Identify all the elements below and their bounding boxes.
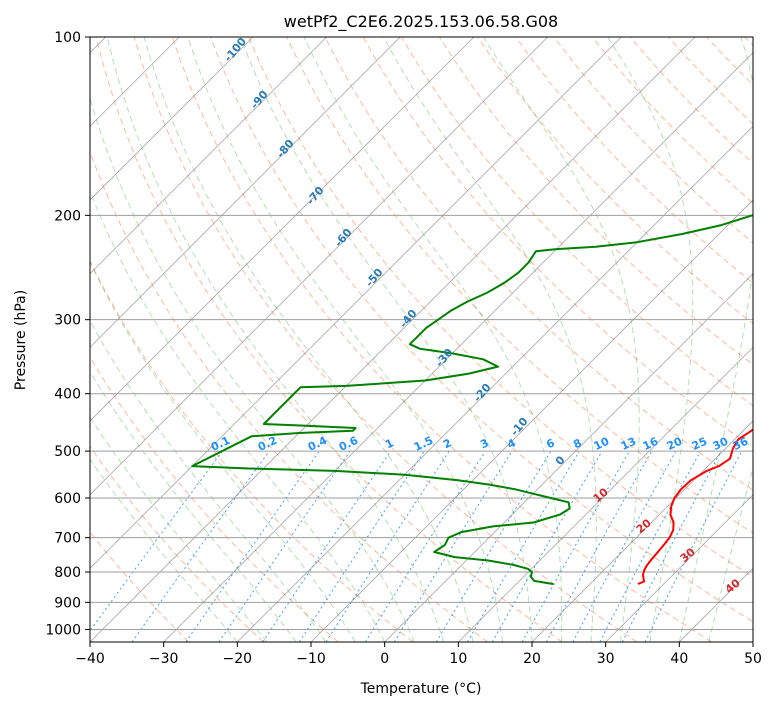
isotherm-line — [163, 52, 753, 642]
y-tick-label: 1000 — [45, 622, 81, 638]
mixing-ratio-line — [393, 450, 513, 642]
mixing-ratio-line — [644, 450, 743, 642]
mixing-ratio-label: 20 — [665, 435, 685, 453]
mixing-ratio-label: 30 — [711, 435, 731, 453]
dry-adiabat-line — [133, 37, 638, 642]
y-tick-label: 300 — [54, 313, 81, 329]
pressure-gridlines — [90, 37, 753, 630]
mixing-ratio-lines — [90, 450, 743, 642]
x-tick-label: 50 — [744, 651, 762, 667]
dewpoint-profile-line — [191, 214, 753, 585]
y-tick-label: 900 — [54, 595, 81, 611]
mixing-ratio-label: 25 — [690, 435, 709, 453]
plot-area: -100-90-80-70-60-50-40-30-20-10010203040… — [90, 37, 753, 642]
x-tick-label: 10 — [449, 651, 467, 667]
isotherms — [90, 37, 753, 642]
y-tick-label: 600 — [54, 491, 81, 507]
moist-adiabat-line — [90, 319, 327, 642]
mixing-ratio-line — [185, 450, 320, 642]
isotherm-line — [90, 37, 696, 642]
dry-adiabat-line — [95, 37, 563, 642]
dry-adiabat-line — [248, 37, 753, 578]
moist-adiabat-line — [90, 370, 297, 642]
mixing-ratio-line — [364, 450, 486, 642]
profile-series — [191, 214, 753, 585]
y-axis: 100 200 300 400 500 600 700 800 900 1000 — [45, 30, 90, 638]
isotherm-line — [90, 37, 327, 275]
mixing-ratio-line — [621, 450, 722, 642]
x-tick-label: −30 — [149, 651, 179, 667]
x-tick-label: −40 — [75, 651, 105, 667]
mixing-ratio-line — [545, 450, 653, 642]
isotherm-line — [605, 494, 753, 642]
moist-adiabat-line — [482, 37, 640, 642]
x-axis-title: Temperature (°C) — [360, 681, 482, 697]
temperature-profile-line — [637, 428, 753, 585]
dry-adiabat-line — [210, 37, 753, 623]
isotherm-line — [90, 37, 401, 348]
y-tick-label: 800 — [54, 565, 81, 581]
isotherm-line — [384, 273, 753, 642]
mixing-ratio-label: 36 — [731, 435, 751, 453]
moist-adiabat-line — [678, 37, 753, 642]
isotherm-line — [458, 346, 753, 642]
moist-adiabat-line — [90, 189, 386, 642]
moist-adiabat-line — [90, 458, 238, 642]
isotherm-line — [531, 420, 753, 642]
mixing-ratio-line — [521, 450, 630, 642]
dry-adiabat-line — [515, 37, 753, 284]
dry-adiabat-line — [90, 259, 414, 642]
y-axis-title: Pressure (hPa) — [13, 290, 29, 390]
chart-title: wetPf2_C2E6.2025.153.06.58.G08 — [284, 12, 558, 32]
moist-adiabat-line — [106, 37, 445, 642]
moist-adiabat-line — [239, 37, 533, 642]
moist-adiabat-line — [90, 260, 356, 642]
x-tick-label: 0 — [380, 651, 389, 667]
moist-adiabat-line — [187, 37, 503, 642]
moist-adiabat-line — [90, 416, 268, 642]
dry-adiabat-line — [171, 37, 712, 642]
mixing-ratio-label: 13 — [619, 435, 638, 453]
isotherm-line — [90, 37, 548, 496]
isotherm-line — [90, 37, 622, 569]
dry-adiabat-line — [90, 445, 264, 642]
isotherm-line — [237, 125, 753, 642]
moist-adiabat-line — [708, 466, 753, 642]
moist-adiabat-line — [143, 37, 474, 642]
x-tick-label: 40 — [670, 651, 688, 667]
x-tick-label: −10 — [296, 651, 326, 667]
mixing-ratio-line — [90, 450, 223, 632]
isotherm-line — [310, 199, 753, 642]
y-tick-label: 500 — [54, 444, 81, 460]
plot-frame — [89, 36, 754, 643]
x-tick-label: 30 — [597, 651, 615, 667]
mixing-ratio-line — [491, 450, 603, 642]
y-tick-label: 700 — [54, 531, 81, 547]
isotherm-line — [90, 37, 475, 422]
moist-adiabat-line — [303, 37, 563, 642]
mixing-ratio-label: 16 — [641, 435, 661, 453]
y-tick-label: 100 — [54, 30, 81, 46]
y-tick-label: 200 — [54, 208, 81, 224]
moist-adiabat-line — [607, 37, 694, 642]
mixing-ratio-line — [325, 450, 450, 642]
dry-adiabat-line — [286, 37, 753, 534]
mixing-ratio-line — [572, 450, 677, 642]
x-tick-label: 20 — [523, 651, 541, 667]
isotherm-line — [90, 37, 254, 201]
x-tick-label: −20 — [223, 651, 253, 667]
mixing-ratio-line — [298, 450, 425, 642]
moist-adiabat-line — [383, 37, 597, 642]
y-tick-label: 400 — [54, 387, 81, 403]
mixing-ratio-line — [435, 450, 552, 642]
mixing-ratio-label: 10 — [592, 435, 612, 453]
x-axis: −40 −30 −20 −10 0 10 20 30 40 50 — [75, 642, 762, 667]
dry-adiabat-line — [324, 37, 753, 491]
